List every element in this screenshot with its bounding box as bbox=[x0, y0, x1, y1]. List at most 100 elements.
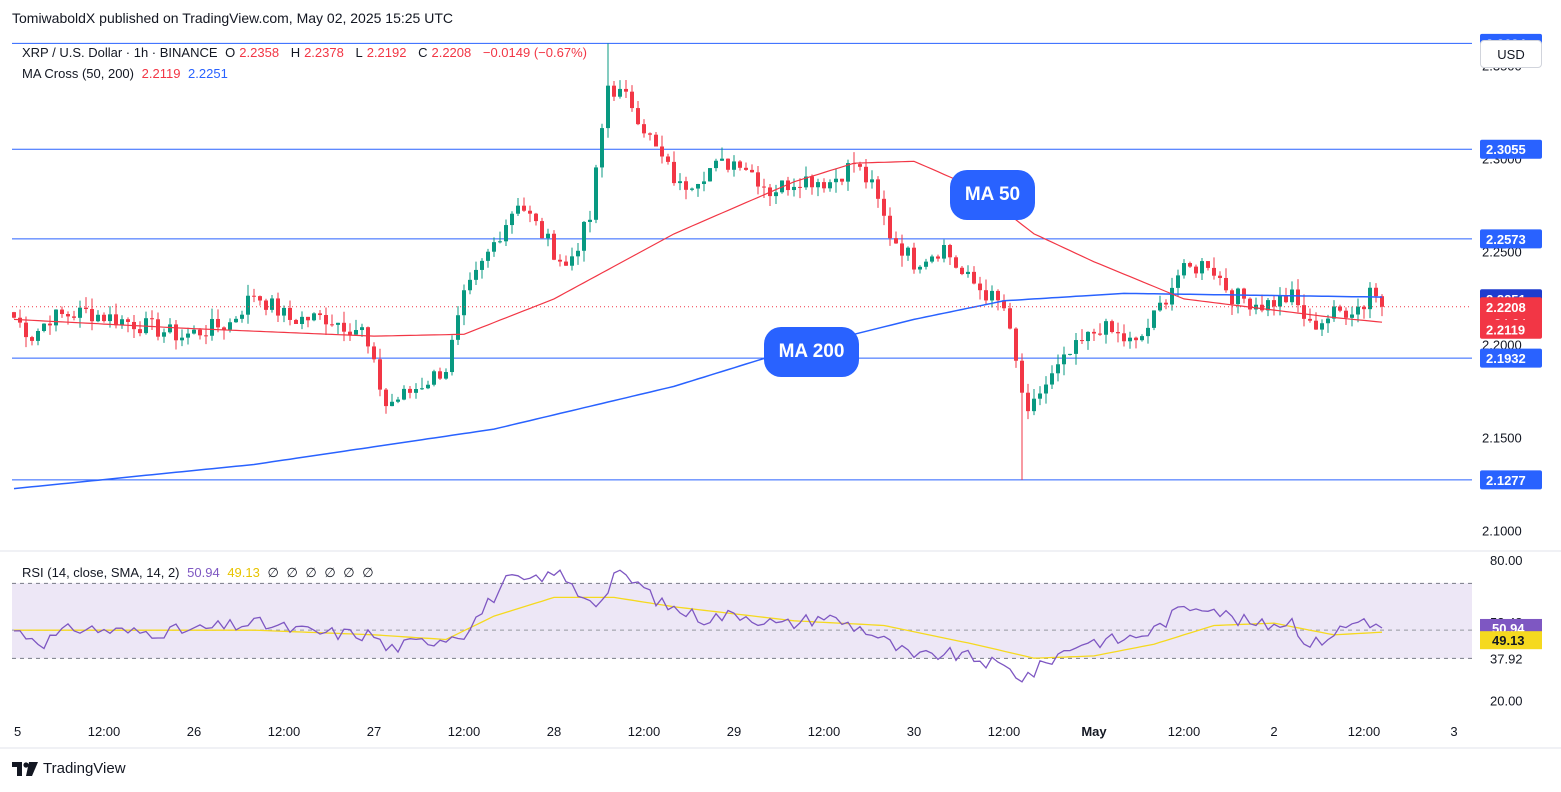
candle-body bbox=[150, 318, 154, 320]
candle-body bbox=[1344, 310, 1348, 318]
candle-body bbox=[1266, 300, 1270, 311]
candle-body bbox=[678, 181, 682, 184]
candle-body bbox=[198, 329, 202, 336]
candle bbox=[306, 316, 310, 328]
candle-body bbox=[1218, 275, 1222, 278]
candle-body bbox=[1194, 266, 1198, 274]
candle-body bbox=[1068, 353, 1072, 355]
candle-body bbox=[402, 388, 406, 400]
candle-body bbox=[720, 158, 724, 161]
candle-body bbox=[750, 169, 754, 173]
candle bbox=[852, 152, 856, 173]
candle-body bbox=[120, 319, 124, 326]
candle-body bbox=[948, 245, 952, 258]
rsi-tick-label: 20.00 bbox=[1490, 693, 1523, 708]
candle bbox=[1236, 287, 1240, 314]
candle bbox=[72, 310, 76, 321]
price-badge-text: 2.2208 bbox=[1486, 300, 1526, 315]
axis-layer: 2.35002.30002.25002.20002.15002.10002.36… bbox=[14, 33, 1542, 739]
candle bbox=[822, 178, 826, 193]
candle-body bbox=[498, 241, 502, 243]
price-badge-level: 2.1932 bbox=[1480, 348, 1542, 368]
candle bbox=[930, 254, 934, 264]
candle bbox=[810, 174, 814, 195]
candle-body bbox=[732, 161, 736, 170]
candle-body bbox=[666, 156, 670, 162]
candle-body bbox=[486, 251, 490, 261]
currency-button[interactable]: USD bbox=[1480, 40, 1542, 68]
empty-value: ∅ bbox=[267, 565, 279, 580]
candle-body bbox=[1326, 318, 1330, 324]
candle bbox=[918, 265, 922, 274]
candle-body bbox=[990, 290, 994, 301]
candles-layer bbox=[12, 43, 1384, 480]
candle bbox=[1098, 323, 1102, 336]
candle-body bbox=[612, 85, 616, 97]
candle-body bbox=[1284, 295, 1288, 303]
ma50-callout: MA 50 bbox=[950, 170, 1035, 220]
candle-body bbox=[102, 314, 106, 322]
candle-body bbox=[966, 271, 970, 275]
candle bbox=[1218, 271, 1222, 286]
ma-title[interactable]: MA Cross (50, 200) bbox=[22, 66, 134, 81]
candle-body bbox=[414, 389, 418, 393]
candle bbox=[648, 132, 652, 141]
time-tick-label: 12:00 bbox=[628, 724, 661, 739]
candle bbox=[258, 295, 262, 306]
candle-body bbox=[516, 205, 520, 214]
candle-body bbox=[1362, 306, 1366, 310]
candle bbox=[1206, 261, 1210, 271]
price-badge-bg bbox=[1480, 319, 1542, 339]
candle-body bbox=[642, 124, 646, 134]
candle-body bbox=[360, 327, 364, 331]
candle bbox=[24, 316, 28, 348]
candle-body bbox=[858, 164, 862, 167]
candle bbox=[252, 288, 256, 303]
rsi-value: 50.94 bbox=[187, 565, 220, 580]
candle bbox=[516, 197, 520, 216]
candle bbox=[1128, 331, 1132, 349]
candle-body bbox=[222, 327, 226, 330]
candle-body bbox=[1236, 288, 1240, 305]
candle bbox=[366, 326, 370, 354]
candle bbox=[1338, 304, 1342, 313]
candle-body bbox=[564, 261, 568, 266]
candle-body bbox=[138, 329, 142, 334]
attribution-text: TomiwaboldX published on TradingView.com… bbox=[12, 10, 453, 26]
candle-body bbox=[354, 330, 358, 335]
candle-body bbox=[210, 318, 214, 336]
rsi-value-badge bbox=[1480, 631, 1542, 650]
candle-body bbox=[1044, 384, 1048, 394]
candle-body bbox=[378, 359, 382, 390]
candle-body bbox=[1146, 327, 1150, 337]
candle-body bbox=[12, 312, 16, 318]
candle bbox=[1188, 261, 1192, 268]
candle bbox=[816, 178, 820, 197]
candle bbox=[558, 254, 562, 267]
symbol-label[interactable]: XRP / U.S. Dollar · 1h · BINANCE bbox=[22, 45, 218, 60]
candle-body bbox=[726, 158, 730, 170]
rsi-tick-label: 80.00 bbox=[1490, 553, 1523, 568]
candle-body bbox=[954, 257, 958, 268]
candle bbox=[840, 178, 844, 186]
tradingview-logo[interactable]: TradingView bbox=[12, 760, 126, 777]
candle bbox=[672, 151, 676, 186]
candle-body bbox=[408, 388, 412, 393]
candle-body bbox=[162, 332, 166, 337]
candle-body bbox=[156, 319, 160, 337]
candle bbox=[1230, 288, 1234, 315]
candle bbox=[1152, 310, 1156, 331]
candle bbox=[372, 342, 376, 363]
candle bbox=[336, 322, 340, 335]
candle bbox=[798, 178, 802, 199]
candle-body bbox=[804, 176, 808, 188]
candle bbox=[1350, 306, 1354, 327]
rsi-title[interactable]: RSI (14, close, SMA, 14, 2) bbox=[22, 565, 180, 580]
candle-body bbox=[870, 179, 874, 183]
candle bbox=[978, 276, 982, 300]
candle-body bbox=[1260, 304, 1264, 311]
candle-body bbox=[1302, 305, 1306, 319]
candle-body bbox=[114, 314, 118, 326]
candle bbox=[204, 325, 208, 345]
